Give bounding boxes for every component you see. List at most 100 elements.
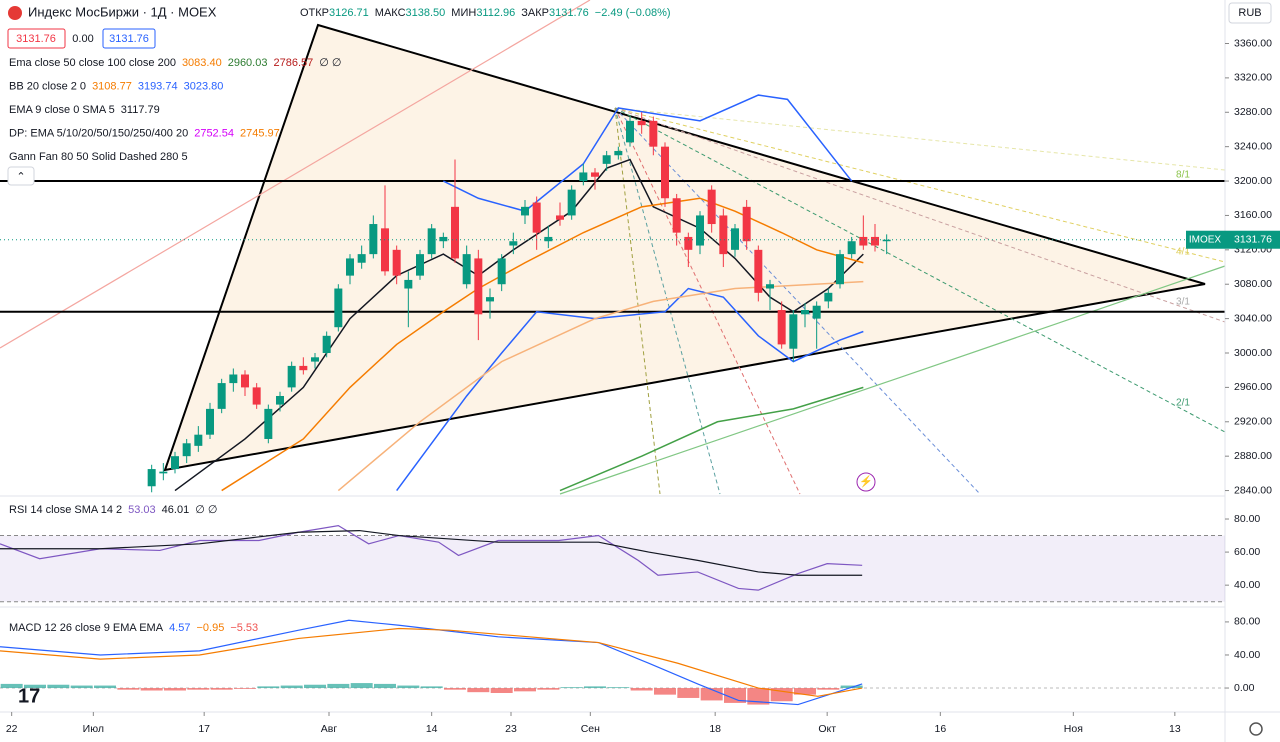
candle-body	[357, 254, 366, 263]
candle-body	[871, 236, 879, 246]
candle-body	[521, 206, 529, 216]
macd-histogram-bar	[164, 688, 186, 691]
x-tick-label: Ноя	[1064, 723, 1083, 735]
price-box-text: 0.00	[72, 33, 93, 45]
price-box	[7, 28, 66, 49]
candle-body	[824, 292, 833, 302]
ohlc-label: МИН	[451, 7, 476, 19]
candle-body	[276, 395, 284, 405]
candle-body	[322, 335, 331, 354]
candle-body	[427, 228, 436, 255]
event-icon[interactable]	[856, 472, 876, 492]
legend-value: 4.57	[169, 622, 190, 634]
macd-histogram-bar	[350, 683, 373, 689]
y-tick-label: 3200.00	[1234, 175, 1272, 187]
collapse-button[interactable]	[7, 166, 35, 186]
last-price-label: 3131.76	[1234, 234, 1272, 246]
y-tick-label: 2880.00	[1234, 450, 1272, 462]
legend-label: BB 20 close 2 0	[9, 80, 86, 92]
candle-body	[194, 434, 203, 446]
candle-body	[672, 198, 681, 233]
legend-value: 3193.74	[138, 80, 178, 92]
candle-body	[591, 172, 599, 177]
x-tick-label: 22	[6, 723, 18, 735]
candle-body	[707, 189, 716, 225]
x-tick-label: 14	[426, 723, 438, 735]
ohlc-value: 3126.71	[329, 7, 369, 19]
macd-histogram-bar	[700, 688, 723, 701]
macd-histogram-bar	[187, 688, 210, 690]
candle-body	[602, 155, 611, 164]
symbol-tag-box	[1186, 230, 1225, 249]
ohlc-label: ЗАКР	[521, 7, 549, 19]
x-tick-label: Июл	[83, 723, 104, 735]
y-tick-label: 2920.00	[1234, 416, 1272, 428]
price-box-text: 3131.76	[16, 33, 56, 45]
candle-body	[264, 408, 273, 439]
currency-button[interactable]	[1228, 2, 1272, 24]
macd-histogram-bar	[467, 688, 490, 693]
macd-histogram-bar	[210, 688, 233, 690]
legend-value: 2745.97	[240, 127, 280, 139]
candle-body	[836, 254, 844, 285]
gann-line	[614, 107, 1226, 323]
macd-histogram-bar	[514, 688, 536, 692]
symbol-logo	[8, 6, 22, 20]
y-tick-label: 80.00	[1234, 513, 1260, 525]
price-pane: ⚡ 8/1 4/1 3/1 2/1	[0, 0, 1226, 495]
macd-histogram-bar	[724, 688, 746, 703]
candle-body	[882, 239, 891, 242]
legend-value: 53.03	[128, 504, 156, 516]
x-tick-label: 23	[505, 723, 517, 735]
gann-label: 4/1	[1176, 247, 1190, 258]
x-tick-label: 18	[709, 723, 721, 735]
y-tick-label: 60.00	[1234, 546, 1260, 558]
rsi-band	[0, 535, 1225, 602]
currency: RUB	[1238, 7, 1261, 19]
candle-body	[777, 310, 786, 345]
candle-body	[789, 314, 798, 349]
macd-histogram-bar	[794, 688, 816, 695]
legend-value: 2786.57	[273, 57, 313, 69]
macd-histogram-bar	[280, 685, 303, 689]
last-price-box	[1225, 230, 1280, 249]
candle-body	[661, 146, 669, 199]
candle-body	[544, 236, 553, 242]
indicator-line	[174, 158, 864, 492]
y-tick-label: 3320.00	[1234, 72, 1272, 84]
gann-label: 2/1	[1176, 398, 1190, 409]
candle-body	[416, 254, 424, 276]
candle-body	[299, 365, 308, 371]
candle-body	[451, 206, 459, 259]
legend-label: DP: EMA 5/10/20/50/150/250/400 20	[9, 127, 188, 139]
settings-icon[interactable]	[1249, 722, 1263, 736]
macd-histogram-bar	[397, 685, 420, 689]
macd-histogram-bar	[420, 686, 443, 689]
candle-body	[346, 258, 354, 276]
y-tick-label: 2840.00	[1234, 484, 1272, 496]
indicator-line	[443, 94, 853, 212]
gann-line	[614, 107, 1226, 433]
price-box	[102, 28, 156, 49]
candle-body	[684, 236, 693, 250]
legend-label: EMA 9 close 0 SMA 5	[9, 104, 115, 116]
candle-body	[614, 150, 623, 156]
gann-line	[614, 107, 801, 495]
candle-body	[229, 374, 238, 384]
symbol-tag: IMOEX	[1189, 234, 1222, 245]
macd-line	[0, 619, 863, 706]
candle-body	[486, 297, 494, 302]
trend-line	[0, 0, 591, 349]
legend-value: −5.53	[230, 622, 258, 634]
candle-body	[556, 215, 564, 220]
candle-body	[719, 215, 728, 255]
candle-body	[334, 288, 343, 328]
ohlc-label: МАКС	[375, 7, 406, 19]
legend-label: MACD 12 26 close 9 EMA EMA	[9, 622, 164, 634]
x-tick-label: 13	[1169, 723, 1181, 735]
ohlc-value: 3138.50	[406, 7, 446, 19]
candle-body	[381, 228, 389, 272]
gann-label: 8/1	[1176, 170, 1190, 181]
legend-value: 2960.03	[228, 57, 268, 69]
legend-value: ∅ ∅	[319, 57, 341, 69]
